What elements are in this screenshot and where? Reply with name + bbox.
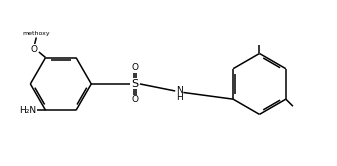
Text: O: O	[131, 63, 139, 73]
Text: H₂N: H₂N	[19, 106, 36, 115]
Text: O: O	[131, 95, 139, 104]
Text: S: S	[131, 79, 139, 89]
Text: methoxy: methoxy	[23, 31, 50, 36]
Text: N: N	[176, 86, 183, 95]
Text: H: H	[176, 93, 183, 102]
Text: O: O	[31, 45, 38, 54]
